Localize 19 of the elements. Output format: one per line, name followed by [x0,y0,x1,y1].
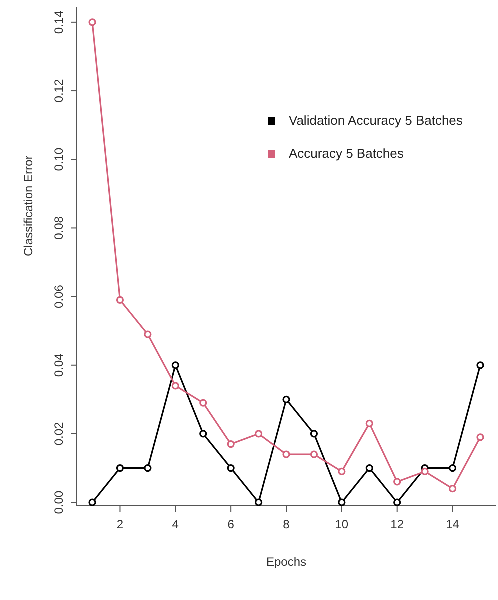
y-tick-label: 0.10 [52,148,66,172]
x-tick-label: 12 [390,518,404,532]
y-tick-label: 0.08 [52,216,66,240]
y-tick-label: 0.00 [52,490,66,514]
x-tick-label: 8 [283,518,290,532]
y-tick-label: 0.14 [52,10,66,34]
x-tick-label: 4 [172,518,180,532]
x-axis-title: Epochs [266,555,307,569]
legend-label: Accuracy 5 Batches [289,146,404,161]
x-tick-label: 6 [228,518,235,532]
y-tick-label: 0.02 [52,422,66,446]
x-tick-label: 14 [446,518,460,532]
legend-label: Validation Accuracy 5 Batches [289,113,463,128]
x-tick-label: 10 [335,518,349,532]
y-axis-title: Classification Error [21,156,36,256]
x-tick-label: 2 [116,518,124,532]
y-tick-label: 0.06 [52,284,66,308]
y-tick-label: 0.12 [52,79,66,103]
y-tick-label: 0.04 [52,353,66,378]
